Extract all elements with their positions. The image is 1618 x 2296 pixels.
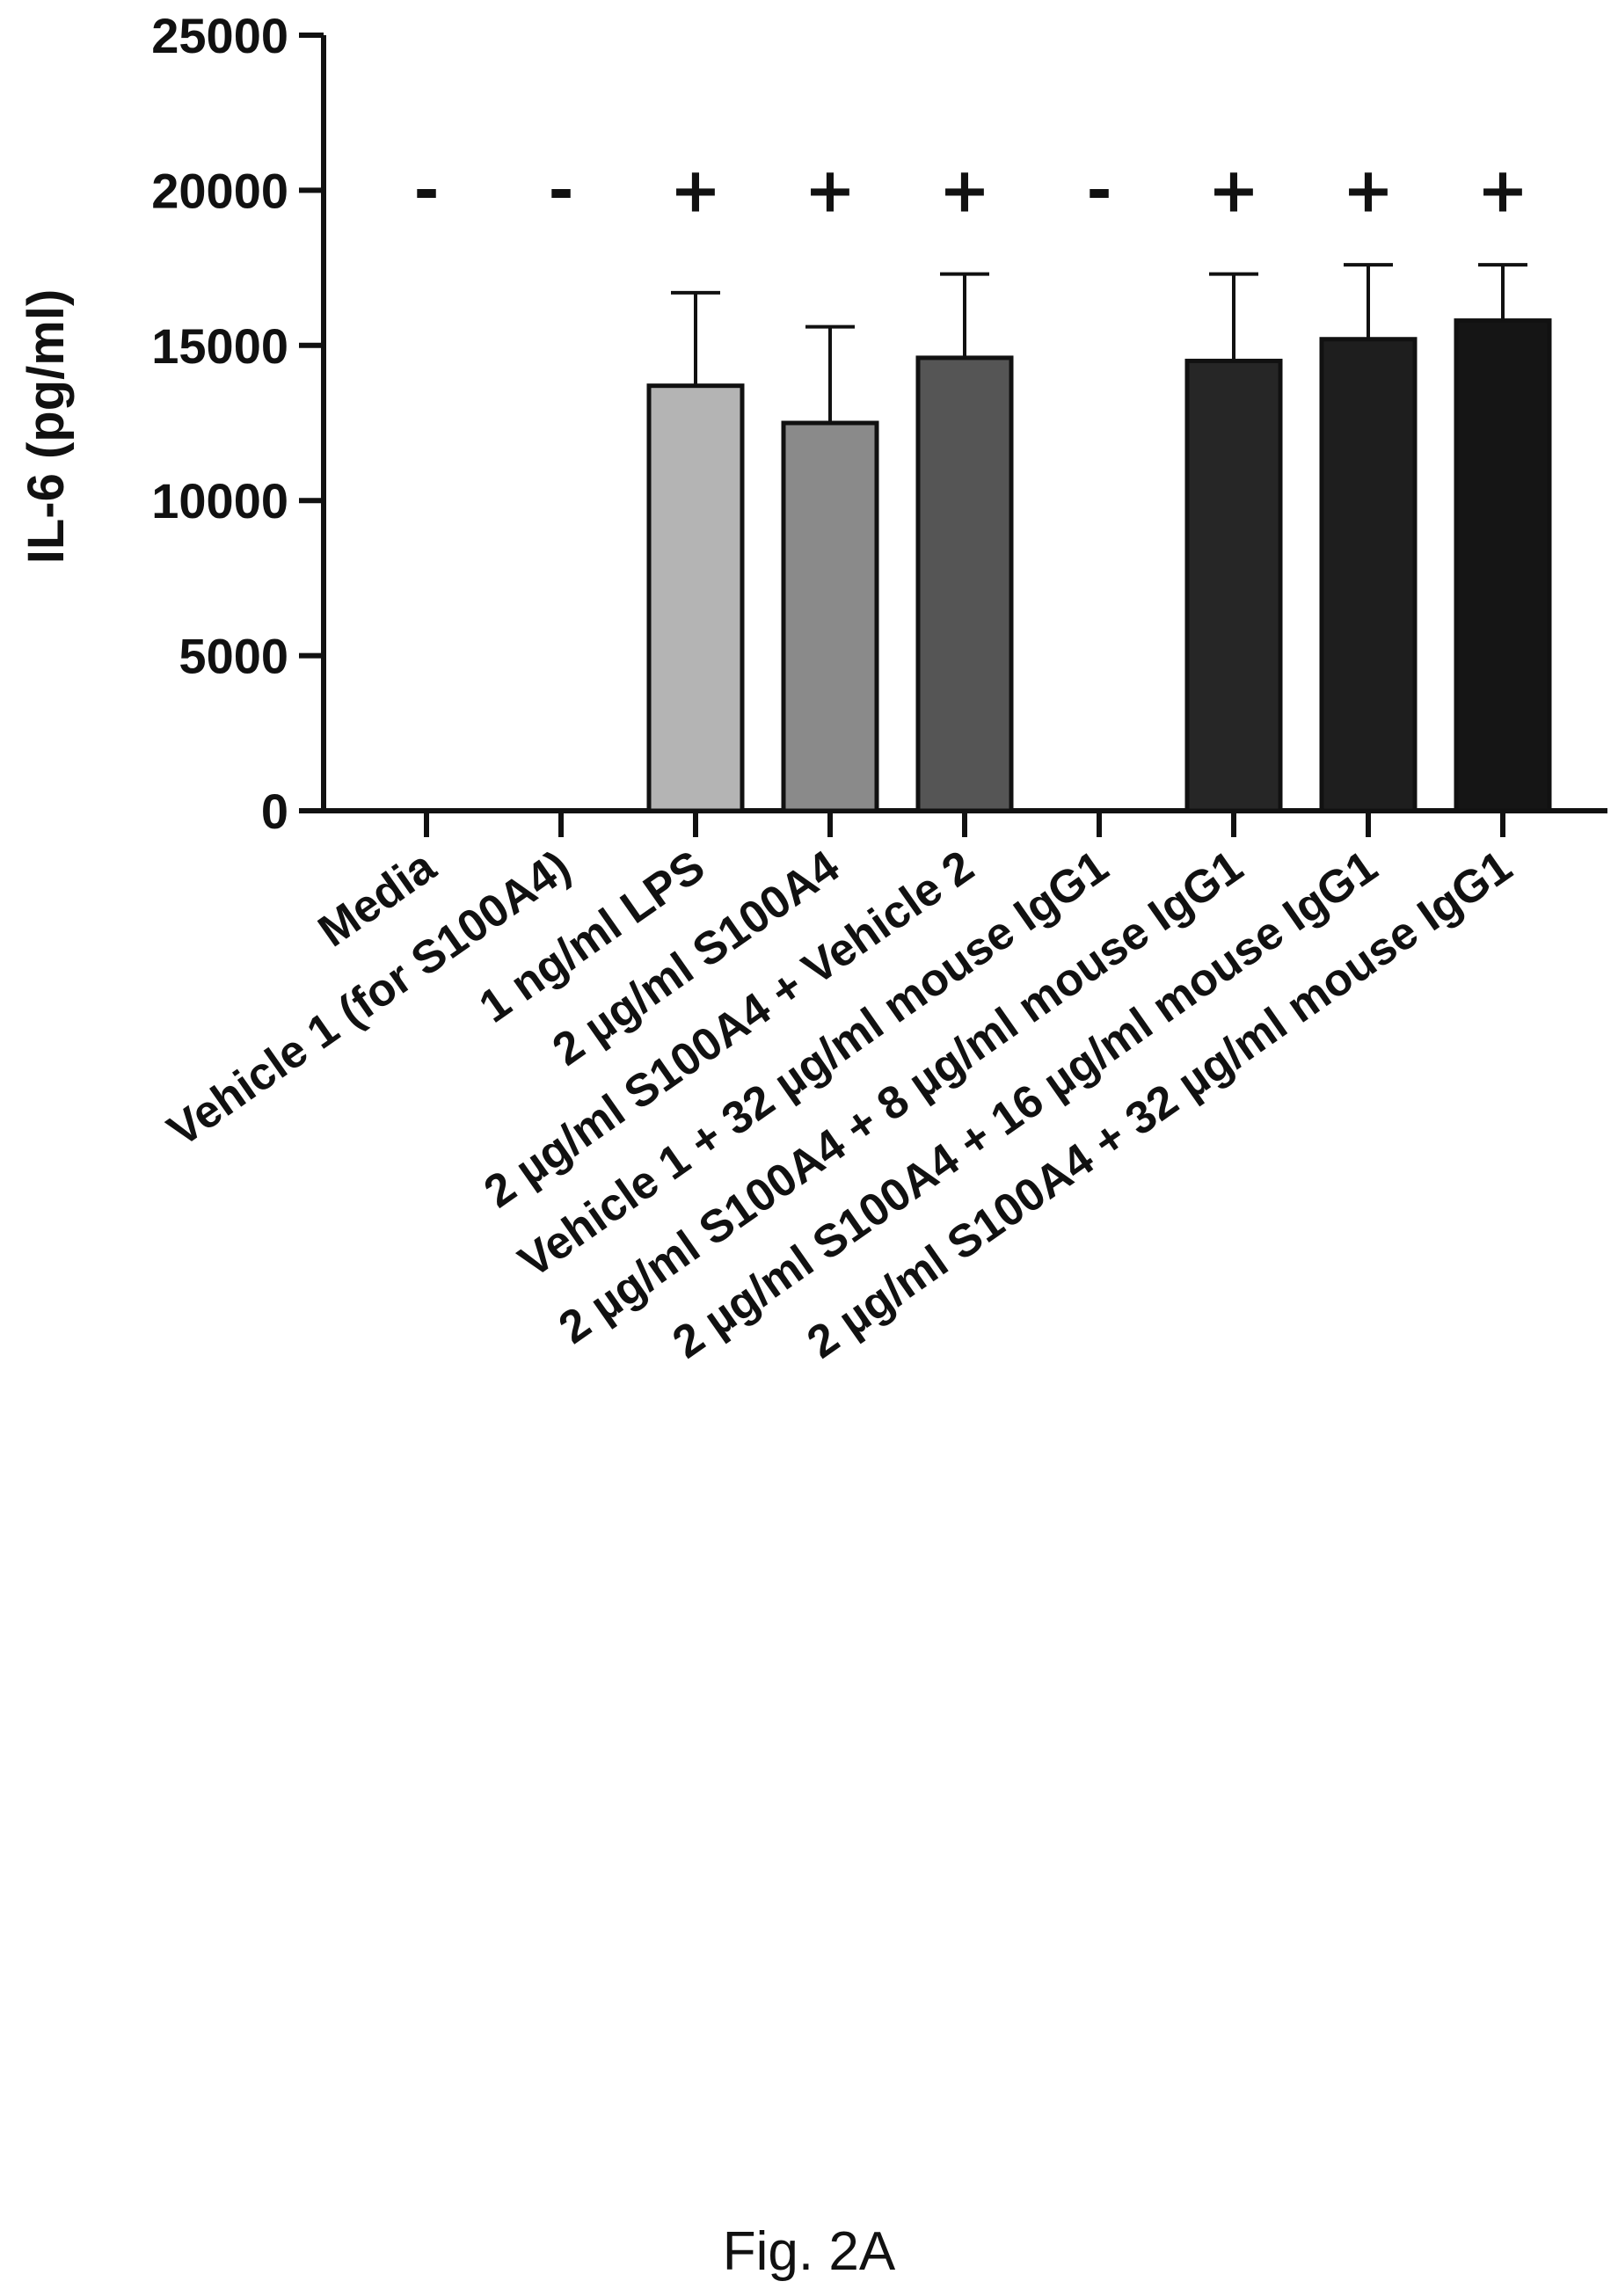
y-tick-label: 25000 xyxy=(151,8,288,63)
y-tick-label: 5000 xyxy=(179,629,288,684)
y-tick-label: 0 xyxy=(261,784,288,839)
treatment-sign: + xyxy=(939,154,991,226)
treatment-sign: + xyxy=(670,154,722,226)
treatment-sign: - xyxy=(548,154,573,226)
bar xyxy=(1319,337,1418,813)
treatment-sign: - xyxy=(413,154,439,226)
bar xyxy=(781,420,879,813)
x-axis xyxy=(299,808,1607,837)
bar xyxy=(1454,318,1552,813)
bars xyxy=(646,318,1552,813)
bar xyxy=(646,383,745,813)
y-tick-label: 20000 xyxy=(151,163,288,218)
treatment-sign: + xyxy=(1477,154,1529,226)
figure-caption: Fig. 2A xyxy=(722,2221,896,2282)
treatment-signs: - - + + + - + + + xyxy=(413,154,1528,226)
y-tick-label: 15000 xyxy=(151,318,288,374)
bar xyxy=(915,355,1014,813)
treatment-sign: + xyxy=(1343,154,1395,226)
y-axis: 0 5000 10000 15000 20000 25000 xyxy=(151,8,326,839)
treatment-sign: - xyxy=(1086,154,1111,226)
bar xyxy=(1184,358,1283,813)
error-bars xyxy=(671,263,1527,423)
treatment-sign: + xyxy=(1208,154,1260,226)
y-axis-label: IL-6 (pg/ml) xyxy=(18,289,75,565)
treatment-sign: + xyxy=(805,154,856,226)
y-tick-label: 10000 xyxy=(151,473,288,528)
